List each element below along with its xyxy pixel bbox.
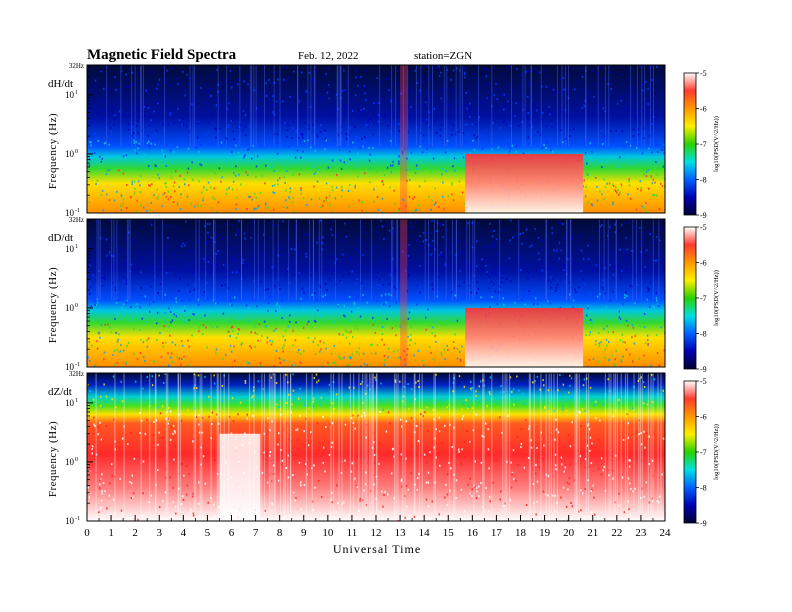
figure-date: Feb. 12, 2022 [298, 50, 359, 62]
y-tick-label: 10 [65, 303, 75, 313]
event-region [465, 307, 584, 367]
y-tick-exponent: -1 [75, 362, 80, 368]
x-tick-label: 10 [322, 527, 334, 539]
y-axis-label: Frequency (Hz) [47, 267, 59, 343]
colorbar-label: log10(PSD(V^2/Hz)) [713, 116, 720, 172]
colorbar: -5 -6 -7 -8 -9 log10(PSD(V^2/Hz)) [683, 377, 720, 528]
colorbar-label: log10(PSD(V^2/Hz)) [713, 424, 720, 480]
x-tick-label: 22 [611, 527, 622, 539]
colorbar-tick-label: -9 [700, 519, 707, 528]
colorbar-tick-label: -8 [700, 330, 707, 339]
spectrogram-image [87, 219, 665, 367]
x-tick-label: 5 [205, 527, 211, 539]
y-tick-exponent: 1 [75, 398, 78, 404]
x-tick-label: 19 [539, 527, 551, 539]
panel-label: dH/dt [48, 78, 73, 90]
colorbar-tick-label: -8 [700, 484, 707, 493]
event-region [400, 219, 408, 367]
y-tick-label: 10 [65, 208, 75, 218]
x-tick-label: 20 [563, 527, 575, 539]
x-tick-label: 3 [157, 527, 163, 539]
y-top-label: 32Hz [69, 62, 84, 70]
panel-frame [86, 64, 666, 214]
y-tick-label: 10 [65, 362, 75, 372]
spectrogram-image [87, 65, 665, 213]
y-tick-exponent: 0 [75, 303, 78, 309]
y-tick-exponent: -1 [75, 208, 80, 214]
y-tick-label: 10 [65, 398, 75, 408]
y-tick-exponent: 0 [75, 457, 78, 463]
x-tick-label: 0 [84, 527, 90, 539]
y-tick-label: 10 [65, 90, 75, 100]
colorbar-tick-label: -5 [700, 377, 707, 386]
colorbar-tick-label: -6 [700, 259, 707, 268]
event-region [465, 153, 584, 213]
x-tick-label: 12 [371, 527, 382, 539]
x-tick-label: 2 [132, 527, 138, 539]
colorbar-label: log10(PSD(V^2/Hz)) [713, 270, 720, 326]
x-tick-label: 11 [347, 527, 358, 539]
x-tick-label: 14 [419, 527, 431, 539]
event-region [400, 65, 408, 213]
colorbar-tick-label: -5 [700, 69, 707, 78]
colorbar-tick-label: -9 [700, 211, 707, 220]
spectrogram-image [87, 373, 665, 521]
x-tick-label: 6 [229, 527, 235, 539]
x-tick-label: 21 [587, 527, 598, 539]
y-top-label: 32Hz [69, 216, 84, 224]
x-tick-label: 23 [635, 527, 647, 539]
colorbar-tick-label: -8 [700, 176, 707, 185]
x-tick-label: 17 [491, 527, 503, 539]
x-tick-label: 16 [467, 527, 479, 539]
y-tick-label: 10 [65, 457, 75, 467]
colorbar-tick-label: -9 [700, 365, 707, 374]
figure-title: Magnetic Field Spectra [87, 47, 237, 63]
y-tick-label: 10 [65, 516, 75, 526]
figure-station: station=ZGN [414, 50, 472, 62]
colorbar: -5 -6 -7 -8 -9 log10(PSD(V^2/Hz)) [683, 223, 720, 374]
colorbar-tick-label: -5 [700, 223, 707, 232]
y-tick-exponent: -1 [75, 516, 80, 522]
y-axis-label: Frequency (Hz) [47, 421, 59, 497]
colorbar-tick-label: -7 [700, 140, 707, 149]
x-tick-label: 7 [253, 527, 259, 539]
colorbar-tick-label: -6 [700, 413, 707, 422]
x-tick-label: 24 [660, 527, 672, 539]
y-tick-exponent: 1 [75, 90, 78, 96]
x-tick-label: 15 [443, 527, 455, 539]
x-tick-label: 9 [301, 527, 307, 539]
x-tick-label: 18 [515, 527, 527, 539]
x-axis: 0 1 2 3 4 5 6 7 8 9 10 11 12 13 14 15 16 17 18 19 20 21 22 23 24 [84, 515, 671, 539]
panel-frame [86, 218, 666, 368]
x-axis-label: Universal Time [333, 542, 421, 556]
y-tick-exponent: 0 [75, 149, 78, 155]
event-region [219, 433, 261, 521]
x-tick-label: 4 [181, 527, 187, 539]
y-top-label: 32Hz [69, 370, 84, 378]
panel-label: dZ/dt [48, 386, 72, 398]
colorbar-tick-label: -7 [700, 294, 707, 303]
y-tick-label: 10 [65, 244, 75, 254]
colorbar-tick-label: -6 [700, 105, 707, 114]
x-tick-label: 8 [277, 527, 283, 539]
panel-label: dD/dt [48, 232, 73, 244]
colorbar-tick-label: -7 [700, 448, 707, 457]
colorbar: -5 -6 -7 -8 -9 log10(PSD(V^2/Hz)) [683, 69, 720, 220]
x-tick-label: 13 [395, 527, 407, 539]
x-tick-label: 1 [108, 527, 114, 539]
y-tick-exponent: 1 [75, 244, 78, 250]
y-tick-label: 10 [65, 149, 75, 159]
y-axis-label: Frequency (Hz) [47, 113, 59, 189]
